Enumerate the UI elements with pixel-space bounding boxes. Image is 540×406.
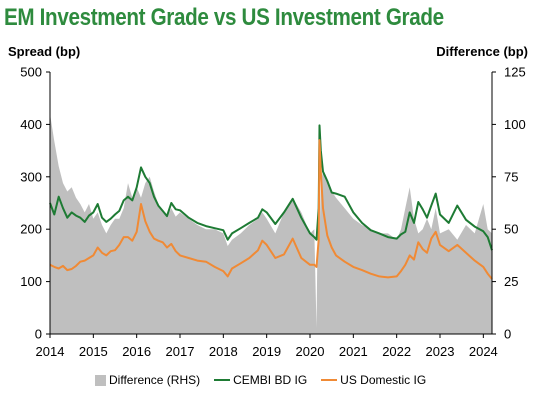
y-tick-label-right: 75 <box>504 169 518 184</box>
legend-label-cembi: CEMBI BD IG <box>233 373 308 387</box>
x-tick-label: 2018 <box>209 344 238 359</box>
chart-title: EM Investment Grade vs US Investment Gra… <box>4 4 444 31</box>
x-tick-label: 2015 <box>79 344 108 359</box>
x-tick-label: 2022 <box>382 344 411 359</box>
difference-area <box>50 113 492 335</box>
x-tick-label: 2017 <box>166 344 195 359</box>
legend-label-us-ig: US Domestic IG <box>340 373 427 387</box>
y-tick-label-right: 25 <box>504 274 518 289</box>
y-tick-label-left: 500 <box>20 65 42 80</box>
x-tick-label: 2023 <box>426 344 455 359</box>
y-tick-label-left: 100 <box>20 274 42 289</box>
y-tick-label-left: 200 <box>20 222 42 237</box>
y-tick-label-right: 100 <box>504 117 526 132</box>
x-tick-label: 2020 <box>296 344 325 359</box>
x-tick-label: 2024 <box>469 344 498 359</box>
legend-item-cembi: CEMBI BD IG <box>214 373 307 387</box>
y-tick-label-right: 125 <box>504 65 526 80</box>
y-tick-label-right: 50 <box>504 222 518 237</box>
y-tick-label-right: 0 <box>504 327 511 342</box>
us-ig-line <box>49 139 493 280</box>
x-tick-label: 2019 <box>252 344 281 359</box>
y-tick-label-left: 0 <box>35 327 42 342</box>
cembi-line <box>49 124 493 251</box>
x-tick-label: 2014 <box>36 344 65 359</box>
y-tick-label-left: 300 <box>20 169 42 184</box>
legend-swatch-us-ig <box>321 379 338 381</box>
line-layer <box>49 124 493 280</box>
legend-item-difference: Difference (RHS) <box>95 373 200 387</box>
legend-swatch-cembi <box>214 379 231 381</box>
axes-layer: 0 100 200 300 400 500 0 25 50 75 100 125 2014 2015 201… <box>20 65 525 360</box>
x-tick-label: 2021 <box>339 344 368 359</box>
legend-item-us-ig: US Domestic IG <box>321 373 426 387</box>
x-tick-label: 2016 <box>122 344 151 359</box>
y-axis-label-right: Difference (bp) <box>436 44 528 59</box>
legend-swatch-difference <box>95 374 106 386</box>
y-axis-label-left: Spread (bp) <box>8 44 81 59</box>
y-tick-label-left: 400 <box>20 117 42 132</box>
difference-area-layer <box>50 113 492 335</box>
legend-label-difference: Difference (RHS) <box>109 373 201 387</box>
legend: Difference (RHS) CEMBI BD IG US Domestic… <box>95 373 426 387</box>
